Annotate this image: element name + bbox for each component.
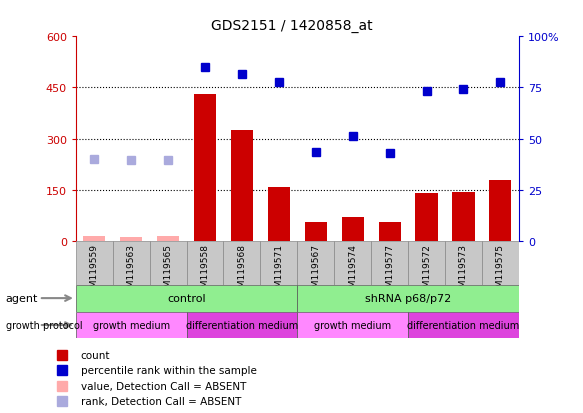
Text: growth medium: growth medium [93,320,170,330]
Bar [297,285,519,312]
Text: rank, Detection Call = ABSENT: rank, Detection Call = ABSENT [80,396,241,406]
Bar [231,131,253,242]
Bar [408,312,519,339]
Bar [113,242,150,285]
Bar [150,242,187,285]
Bar [452,192,475,242]
Bar [416,194,438,242]
Bar [378,223,401,242]
Text: GSM119571: GSM119571 [275,244,283,299]
Bar [187,312,297,339]
Text: GSM119568: GSM119568 [237,244,247,299]
Text: control: control [167,293,206,304]
Text: GSM119567: GSM119567 [311,244,320,299]
Bar [334,242,371,285]
Bar [157,237,179,242]
Bar [83,237,106,242]
Bar [194,95,216,242]
Bar [305,223,327,242]
Text: GSM119563: GSM119563 [127,244,136,299]
Text: GSM119558: GSM119558 [201,244,209,299]
Text: count: count [80,350,110,360]
Bar [76,285,297,312]
Text: value, Detection Call = ABSENT: value, Detection Call = ABSENT [80,381,246,391]
Bar [76,312,187,339]
Text: GSM119577: GSM119577 [385,244,394,299]
Bar [297,242,334,285]
Bar [261,242,297,285]
Text: agent: agent [6,293,38,304]
Bar [120,237,142,242]
Text: GSM119575: GSM119575 [496,244,505,299]
Bar [371,242,408,285]
Bar [342,218,364,242]
Text: differentiation medium: differentiation medium [186,320,298,330]
Text: differentiation medium: differentiation medium [408,320,519,330]
Bar [445,242,482,285]
Text: GSM119559: GSM119559 [90,244,99,299]
Text: GSM119572: GSM119572 [422,244,431,299]
Text: growth medium: growth medium [314,320,391,330]
Text: shRNA p68/p72: shRNA p68/p72 [365,293,451,304]
Bar [76,242,113,285]
Bar [408,242,445,285]
Bar [223,242,261,285]
Bar [187,242,223,285]
Text: GSM119573: GSM119573 [459,244,468,299]
Text: percentile rank within the sample: percentile rank within the sample [80,365,257,375]
Text: GSM119574: GSM119574 [348,244,357,299]
Bar [489,180,511,242]
Text: GDS2151 / 1420858_at: GDS2151 / 1420858_at [210,19,373,33]
Bar [297,312,408,339]
Bar [482,242,519,285]
Text: GSM119565: GSM119565 [164,244,173,299]
Bar [268,187,290,242]
Text: growth protocol: growth protocol [6,320,82,330]
